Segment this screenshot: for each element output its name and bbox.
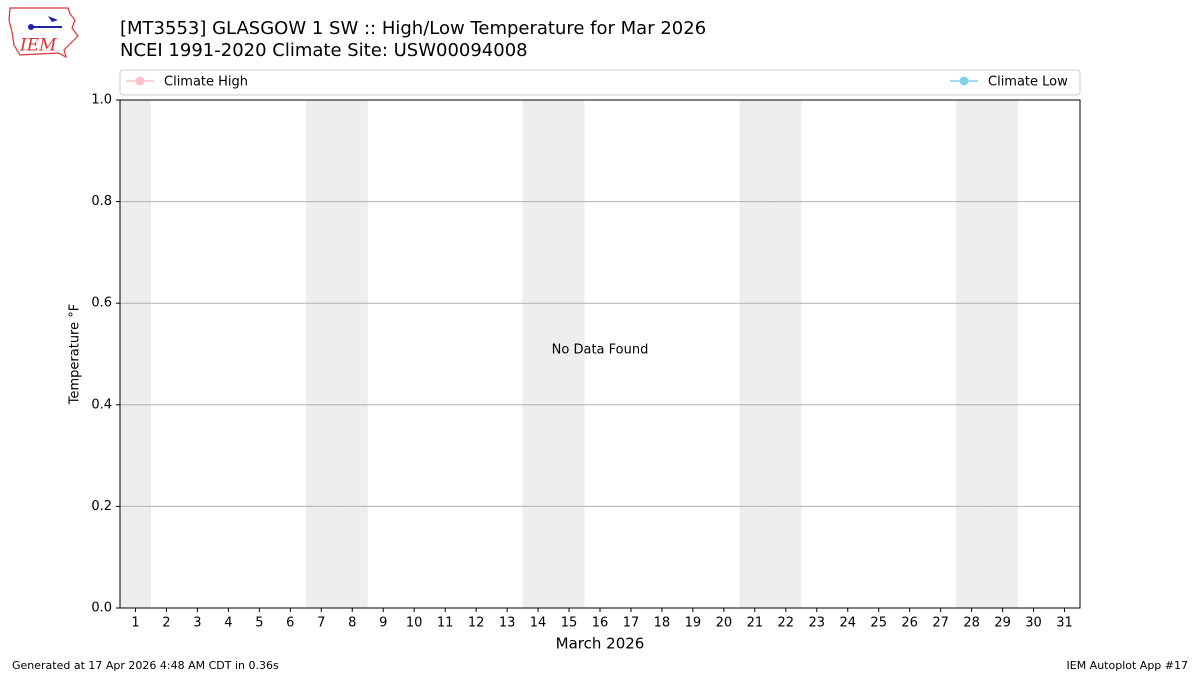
weekend-band — [553, 100, 585, 608]
x-tick-label: 17 — [623, 616, 640, 631]
plot-frame — [119, 99, 1081, 609]
x-tick-label: 3 — [193, 616, 201, 631]
y-tick-label: 1.0 — [91, 93, 112, 108]
weekend-band — [522, 100, 554, 608]
weekend-band — [305, 100, 337, 608]
weekend-band — [956, 100, 988, 608]
chart-subtitle: NCEI 1991-2020 Climate Site: USW00094008 — [120, 40, 528, 61]
weekend-band — [987, 100, 1019, 608]
x-tick-label: 29 — [994, 616, 1011, 631]
x-tick-label: 27 — [932, 616, 949, 631]
y-tick-label: 0.2 — [91, 499, 112, 514]
x-tick-label: 5 — [255, 616, 263, 631]
x-tick-label: 18 — [654, 616, 671, 631]
x-tick-label: 13 — [499, 616, 516, 631]
logo: IEM — [8, 7, 79, 59]
x-tick-label: 23 — [809, 616, 826, 631]
legend-marker — [959, 76, 969, 86]
y-tick-label: 0.6 — [91, 296, 112, 311]
x-tick-label: 4 — [224, 616, 232, 631]
x-tick-label: 19 — [685, 616, 702, 631]
x-tick-label: 1 — [131, 616, 139, 631]
annotation: No Data Found — [552, 343, 649, 358]
x-tick-label: 31 — [1056, 616, 1073, 631]
legend-label: Climate Low — [988, 75, 1068, 90]
legend-box — [119, 69, 1081, 96]
x-tick-label: 26 — [901, 616, 918, 631]
x-tick-label: 10 — [406, 616, 423, 631]
x-tick-label: 6 — [286, 616, 294, 631]
weekend-band — [336, 100, 368, 608]
weekend-band — [120, 100, 151, 608]
x-tick-label: 2 — [162, 616, 170, 631]
x-tick-label: 7 — [317, 616, 325, 631]
logo-text: IEM — [19, 36, 57, 56]
y-tick-label: 0.8 — [91, 194, 112, 209]
weekend-band — [770, 100, 802, 608]
x-tick-label: 11 — [437, 616, 454, 631]
x-tick-label: 15 — [561, 616, 578, 631]
x-tick-label: 21 — [747, 616, 764, 631]
x-axis-label: March 2026 — [556, 635, 645, 653]
x-tick-label: 28 — [963, 616, 980, 631]
x-tick-label: 14 — [530, 616, 547, 631]
y-tick-label: 0.4 — [91, 397, 112, 412]
x-tick-label: 24 — [839, 616, 856, 631]
legend-label: Climate High — [164, 75, 248, 90]
x-tick-label: 20 — [716, 616, 733, 631]
x-tick-label: 8 — [348, 616, 356, 631]
x-tick-label: 22 — [778, 616, 795, 631]
x-tick-label: 25 — [870, 616, 887, 631]
footer-right: IEM Autoplot App #17 — [1067, 659, 1189, 672]
x-tick-label: 9 — [379, 616, 387, 631]
chart-title: [MT3553] GLASGOW 1 SW :: High/Low Temper… — [120, 18, 706, 39]
x-tick-label: 16 — [592, 616, 609, 631]
legend-marker — [135, 76, 145, 86]
weekend-band — [739, 100, 771, 608]
y-tick-label: 0.0 — [91, 601, 112, 616]
x-tick-label: 12 — [468, 616, 485, 631]
x-tick-label: 30 — [1025, 616, 1042, 631]
footer-left: Generated at 17 Apr 2026 4:48 AM CDT in … — [12, 659, 279, 672]
y-axis-label: Temperature °F — [68, 304, 83, 405]
